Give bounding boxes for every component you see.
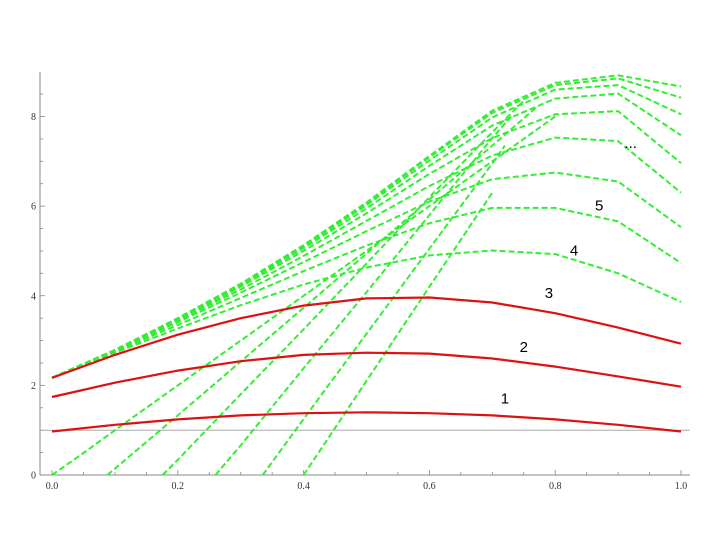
axes — [39, 72, 690, 476]
y-tick-label: 2 — [31, 381, 36, 392]
dashed-series-3 — [51, 171, 682, 379]
dashed-series-15 — [302, 192, 494, 476]
solid-series-group — [51, 296, 682, 433]
curve-labels: 1 2 3 4 5... — [501, 135, 637, 407]
y-tick-label: 6 — [31, 202, 36, 213]
dashed-series-group — [51, 74, 682, 476]
curve-label: 2 — [520, 339, 528, 356]
dashed-series-6 — [51, 92, 682, 379]
x-tick-labels: 0.0 0.2 0.4 0.6 0.8 1.0 — [46, 481, 688, 492]
x-tick-label: 0.0 — [46, 481, 59, 492]
y-tick-label: 8 — [31, 112, 36, 123]
x-tick-label: 1.0 — [675, 481, 688, 492]
dashed-series-1 — [51, 249, 682, 379]
curve-label: 3 — [545, 285, 553, 302]
x-tick-label: 0.6 — [423, 481, 436, 492]
dashed-series-9 — [51, 74, 682, 379]
dashed-series-11 — [106, 106, 537, 476]
x-tick-label: 0.8 — [549, 481, 562, 492]
dashed-series-13 — [214, 115, 512, 476]
solid-series-1 — [51, 411, 682, 433]
dashed-series-12 — [161, 100, 525, 476]
curve-label: 4 — [570, 242, 578, 259]
curve-label: 1 — [501, 390, 509, 407]
dashed-series-4 — [51, 136, 682, 379]
dashed-series-14 — [261, 145, 506, 476]
x-tick-label: 0.2 — [172, 481, 185, 492]
y-tick-labels: 0 2 4 6 8 — [31, 112, 36, 482]
y-tick-label: 0 — [31, 471, 36, 482]
solid-series-2 — [51, 351, 682, 399]
curve-label: ... — [624, 135, 637, 152]
dashed-series-5 — [51, 110, 682, 379]
dashed-series-10 — [51, 115, 556, 476]
y-tick-label: 4 — [31, 291, 36, 302]
dashed-series-2 — [51, 206, 682, 379]
solid-series-3 — [51, 296, 682, 379]
x-tick-label: 0.4 — [297, 481, 310, 492]
curve-label: 5 — [595, 198, 603, 215]
